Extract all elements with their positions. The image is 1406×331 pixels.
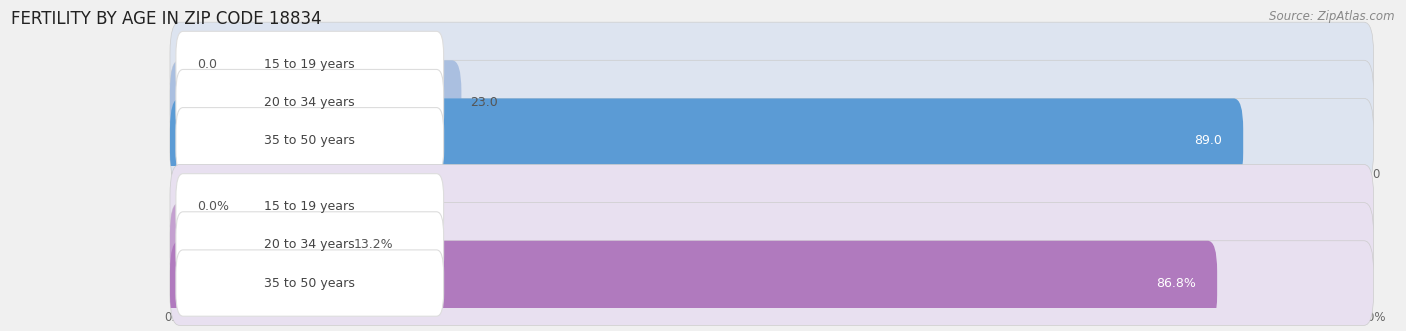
FancyBboxPatch shape xyxy=(176,108,444,174)
FancyBboxPatch shape xyxy=(170,165,1374,249)
Text: 0.0: 0.0 xyxy=(197,58,218,71)
FancyBboxPatch shape xyxy=(170,22,1374,107)
Text: 13.2%: 13.2% xyxy=(353,238,394,252)
Text: 23.0: 23.0 xyxy=(470,96,498,109)
Text: 15 to 19 years: 15 to 19 years xyxy=(264,58,356,71)
FancyBboxPatch shape xyxy=(170,203,346,287)
FancyBboxPatch shape xyxy=(176,31,444,98)
Text: 20 to 34 years: 20 to 34 years xyxy=(264,238,356,252)
Text: 20 to 34 years: 20 to 34 years xyxy=(264,96,356,109)
FancyBboxPatch shape xyxy=(176,212,444,278)
Text: 86.8%: 86.8% xyxy=(1156,277,1197,290)
FancyBboxPatch shape xyxy=(170,98,1243,183)
FancyBboxPatch shape xyxy=(176,174,444,240)
FancyBboxPatch shape xyxy=(170,98,1374,183)
FancyBboxPatch shape xyxy=(176,250,444,316)
FancyBboxPatch shape xyxy=(170,241,1374,325)
Text: 35 to 50 years: 35 to 50 years xyxy=(264,134,356,147)
FancyBboxPatch shape xyxy=(176,70,444,136)
Text: 15 to 19 years: 15 to 19 years xyxy=(264,200,356,213)
FancyBboxPatch shape xyxy=(170,60,1374,145)
Text: 35 to 50 years: 35 to 50 years xyxy=(264,277,356,290)
FancyBboxPatch shape xyxy=(170,203,1374,287)
Text: 0.0%: 0.0% xyxy=(197,200,229,213)
FancyBboxPatch shape xyxy=(170,241,1218,325)
Text: 89.0: 89.0 xyxy=(1194,134,1222,147)
Text: FERTILITY BY AGE IN ZIP CODE 18834: FERTILITY BY AGE IN ZIP CODE 18834 xyxy=(11,10,322,28)
FancyBboxPatch shape xyxy=(170,60,461,145)
Text: Source: ZipAtlas.com: Source: ZipAtlas.com xyxy=(1270,10,1395,23)
